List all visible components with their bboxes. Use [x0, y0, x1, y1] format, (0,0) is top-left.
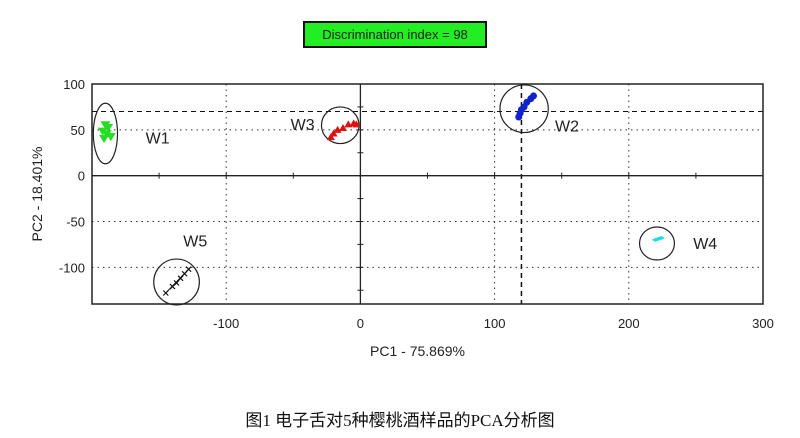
series-label-w4: W4: [693, 236, 717, 253]
y-tick-label: 0: [78, 169, 85, 184]
series-label-w1: W1: [146, 131, 170, 148]
series-line-w5: [165, 268, 189, 294]
plot-frame: [91, 83, 764, 305]
cluster-ellipse-w2: [499, 84, 549, 134]
point-w3: [333, 125, 342, 133]
point-w3: [326, 133, 335, 141]
x-axis-label: PC1 - 75.869%: [370, 343, 465, 359]
cluster-ellipse-w1: [92, 102, 119, 165]
y-axis-label: PC2 - 18.401%: [29, 147, 45, 242]
series-label-w3: W3: [291, 117, 315, 134]
y-tick-label: 100: [63, 77, 85, 92]
point-w3: [338, 124, 347, 131]
cluster-ellipse-w4: [638, 226, 676, 261]
point-w4: [657, 236, 666, 240]
point-w3: [352, 120, 361, 128]
point-w1: [99, 135, 110, 143]
point-w1: [103, 124, 114, 132]
discrimination-index-badge: Discrimination index = 98: [303, 21, 487, 48]
cluster-ellipse-w5: [153, 258, 200, 306]
y-tick-label: 50: [71, 123, 85, 138]
series-label-w2: W2: [555, 119, 579, 136]
figure-caption: 图1 电子舌对5种樱桃酒样品的PCA分析图: [245, 411, 555, 430]
y-tick-label: -100: [59, 260, 85, 275]
x-tick-label: 200: [618, 316, 640, 331]
x-tick-label: 0: [357, 316, 364, 331]
x-tick-label: -100: [213, 316, 239, 331]
point-w3: [329, 129, 338, 137]
y-tick-label: -50: [66, 215, 85, 230]
x-tick-label: 100: [484, 316, 506, 331]
series-label-w5: W5: [183, 233, 207, 250]
point-w2: [530, 92, 538, 100]
x-tick-label: 300: [752, 316, 774, 331]
point-w5: [173, 279, 180, 286]
